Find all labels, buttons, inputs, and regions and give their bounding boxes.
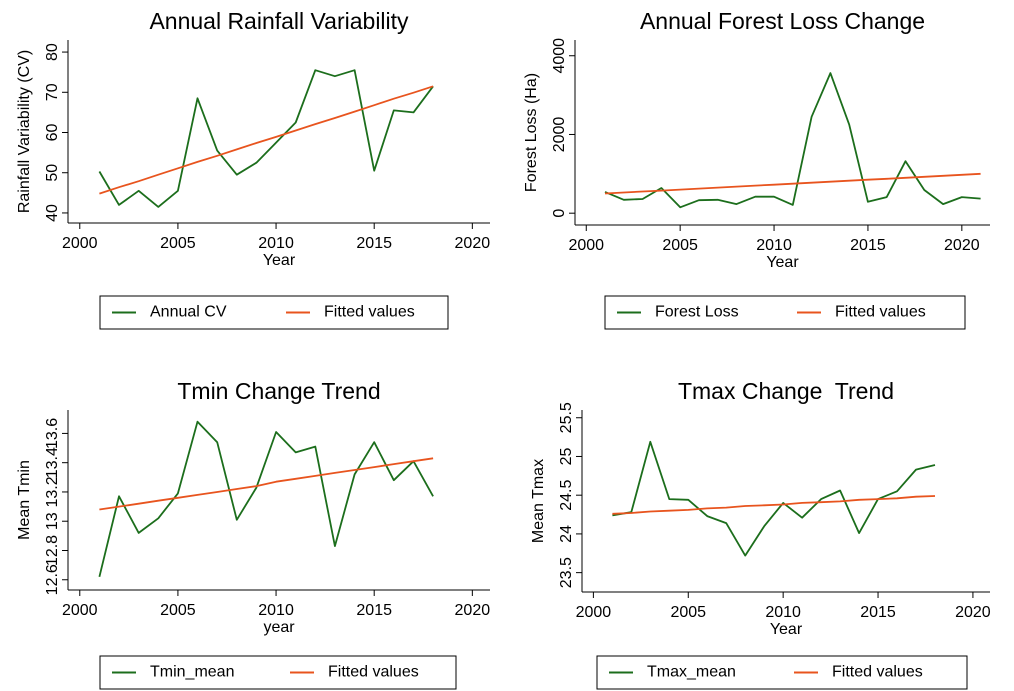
legend-label: Fitted values: [832, 664, 923, 681]
data-line: [99, 457, 434, 511]
y-tick-label: 23.5: [558, 557, 575, 588]
x-tick-label: 2005: [160, 602, 196, 619]
legend-label: Tmax_mean: [647, 664, 736, 681]
x-tick-label: 2000: [568, 237, 604, 254]
legend-box: [596, 655, 968, 690]
legend-label: Forest Loss: [655, 304, 739, 321]
x-axis-title: Year: [263, 252, 296, 269]
data-line: [99, 85, 434, 195]
x-tick-label: 2015: [356, 602, 392, 619]
x-tick-label: 2000: [62, 235, 98, 252]
x-tick-label: 2010: [258, 602, 294, 619]
x-tick-label: 2000: [62, 602, 98, 619]
y-tick-label: 2000: [551, 117, 568, 153]
x-tick-label: 2020: [455, 235, 491, 252]
x-tick-label: 2005: [662, 237, 698, 254]
x-tick-label: 2015: [850, 237, 886, 254]
y-tick-label: 25: [558, 447, 575, 465]
data-line: [612, 440, 936, 557]
y-tick-label: 70: [44, 83, 61, 101]
y-tick-label: 4000: [551, 38, 568, 74]
y-tick-label: 12.6: [44, 564, 61, 595]
legend-label: Fitted values: [324, 304, 415, 321]
y-tick-label: 13.6: [44, 418, 61, 449]
x-tick-label: 2015: [860, 604, 896, 621]
legend-box: [99, 295, 449, 330]
x-tick-label: 2005: [670, 604, 706, 621]
y-axis-title: Forest Loss (Ha): [523, 73, 540, 192]
y-tick-label: 13.2: [44, 476, 61, 507]
x-tick-label: 2010: [765, 604, 801, 621]
x-tick-label: 2005: [160, 235, 196, 252]
y-axis-title: Mean Tmin: [16, 460, 33, 540]
y-tick-label: 40: [44, 204, 61, 222]
chart-title: Tmax Change Trend: [678, 378, 894, 404]
y-tick-label: 80: [44, 43, 61, 61]
y-tick-label: 12.8: [44, 535, 61, 566]
x-axis-title: Year: [766, 254, 799, 271]
x-tick-label: 2010: [756, 237, 792, 254]
y-tick-label: 13.4: [44, 447, 61, 478]
chart-title: Annual Forest Loss Change: [640, 8, 925, 34]
y-tick-label: 24: [558, 525, 575, 543]
legend-label: Annual CV: [150, 304, 227, 321]
y-axis-title: Rainfall Variability (CV): [16, 50, 33, 213]
legend-label: Fitted values: [328, 664, 419, 681]
legend-box: [604, 295, 966, 330]
x-axis-title: year: [263, 619, 295, 636]
x-tick-label: 2020: [955, 604, 991, 621]
y-tick-label: 0: [551, 209, 568, 218]
x-tick-label: 2020: [455, 602, 491, 619]
legend-label: Fitted values: [835, 304, 926, 321]
data-line: [604, 172, 981, 195]
x-tick-label: 2015: [356, 235, 392, 252]
y-tick-label: 50: [44, 164, 61, 182]
data-line: [98, 420, 434, 578]
y-tick-label: 24.5: [558, 480, 575, 511]
data-line: [98, 69, 434, 208]
y-tick-label: 25.5: [558, 402, 575, 433]
x-tick-label: 2010: [258, 235, 294, 252]
y-axis-title: Mean Tmax: [530, 459, 547, 543]
legend-box: [99, 655, 457, 690]
data-line: [604, 72, 981, 209]
y-tick-label: 13: [44, 512, 61, 530]
x-axis-title: Year: [770, 621, 803, 638]
legend-label: Tmin_mean: [150, 664, 234, 681]
chart-title: Tmin Change Trend: [177, 378, 380, 404]
x-tick-label: 2020: [944, 237, 980, 254]
data-line: [612, 495, 936, 515]
x-tick-label: 2000: [576, 604, 612, 621]
y-tick-label: 60: [44, 124, 61, 142]
chart-title: Annual Rainfall Variability: [149, 8, 409, 34]
